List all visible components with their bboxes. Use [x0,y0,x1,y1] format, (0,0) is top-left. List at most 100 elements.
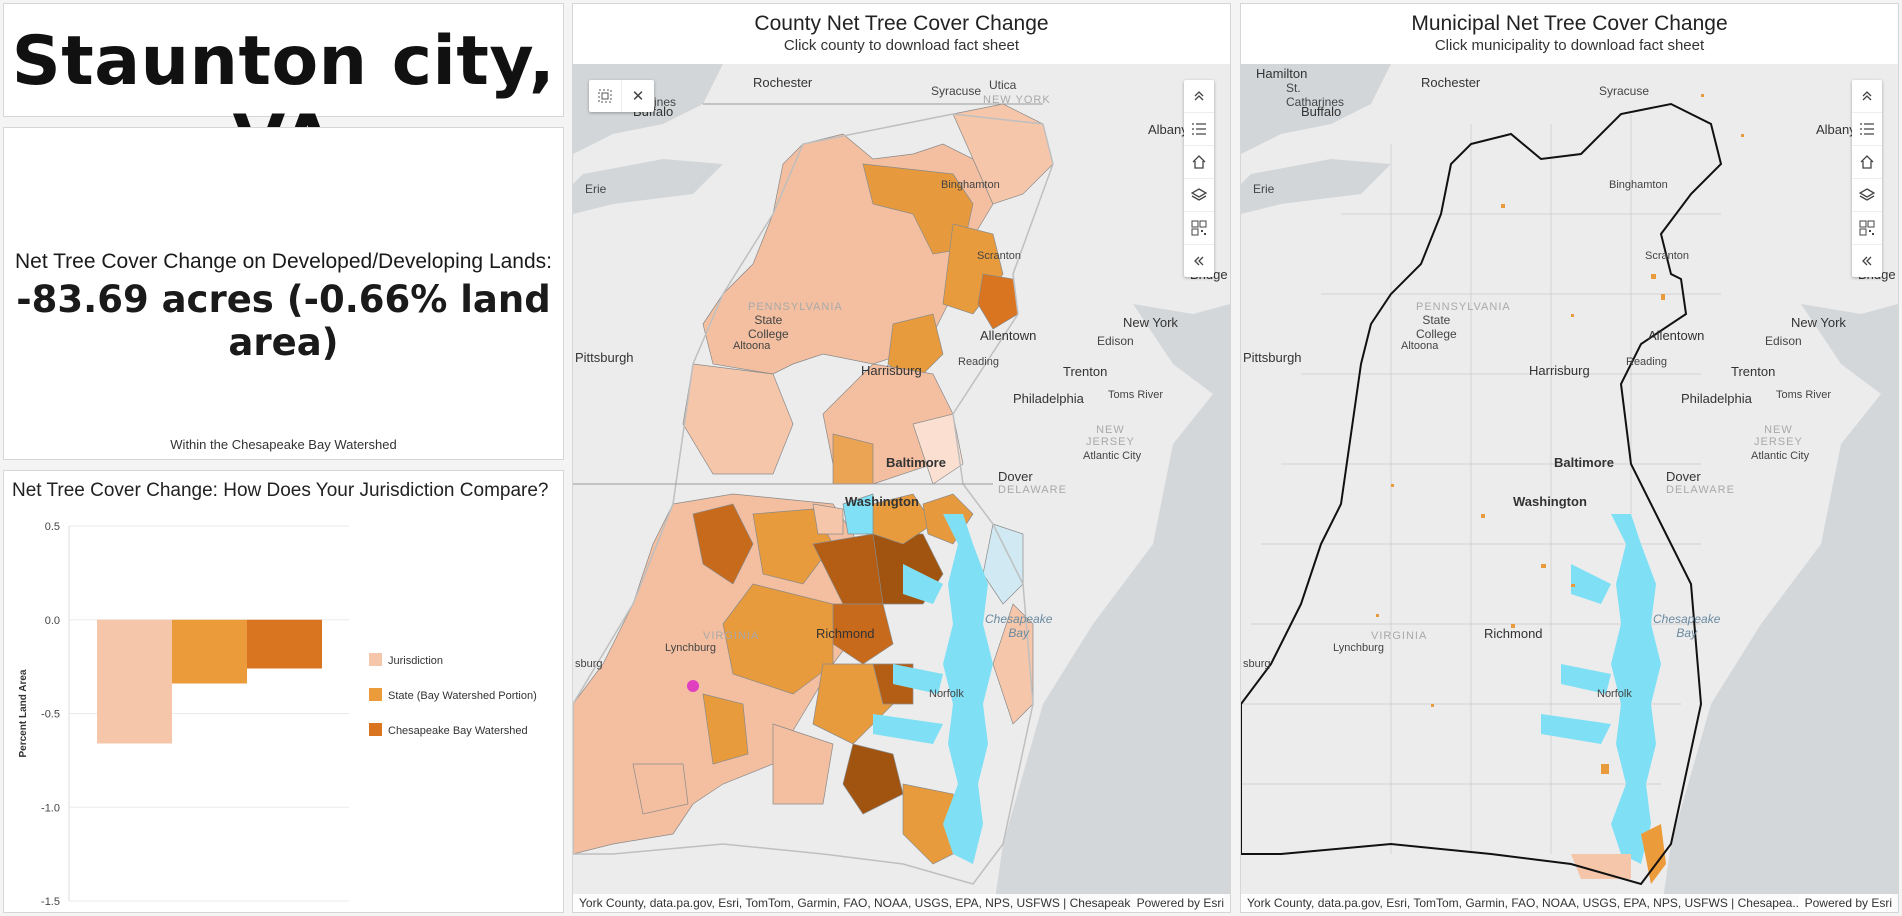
place-new-york: New York [1791,315,1846,330]
list-icon[interactable] [1184,113,1214,146]
county-map-subtitle: Click county to download fact sheet [783,37,1020,54]
place-norfolk: Norfolk [1597,688,1632,700]
place-reading: Reading [1626,356,1667,368]
place-pittsburgh: Pittsburgh [1243,350,1302,365]
place-st-catharines: St.Catharines [1286,81,1345,109]
place-pennsylvania: PENNSYLVANIA [748,301,843,313]
place-syracuse: Syracuse [931,84,982,98]
place-atlantic-city: Atlantic City [1083,450,1142,462]
place-altoona: Altoona [733,340,771,352]
place-sburg: sburg [1243,658,1271,670]
place-washington: Washington [845,494,919,509]
place-baltimore: Baltimore [1554,455,1614,470]
legend-label: State (Bay Watershed Portion) [388,690,537,702]
place-allentown: Allentown [1648,328,1705,343]
place-new-york-state: NEW YORK [983,94,1051,106]
muni-map[interactable]: Hamilton St. Catharines Rochester Syracus… [1241,64,1898,912]
place-reading: Reading [958,356,999,368]
place-trenton: Trenton [1731,364,1776,379]
place-delaware: DELAWARE [998,484,1067,496]
place-virginia: VIRGINIA [1371,630,1428,642]
place-binghamton: Binghamton [941,179,1000,191]
bar-1 [97,619,172,744]
place-lynchburg: Lynchburg [665,642,716,654]
county-map[interactable]: St.Catharines Rochester Syracuse Utica N… [573,64,1230,912]
place-erie: Erie [1253,182,1275,196]
muni-map-toolbar [1852,80,1882,277]
place-erie: Erie [585,182,607,196]
layers-icon[interactable] [1852,179,1882,212]
muni-map-attribution: York County, data.pa.gov, Esri, TomTom, … [1241,894,1898,912]
place-binghamton: Binghamton [1609,179,1668,191]
place-scranton: Scranton [1645,250,1690,262]
place-utica: Utica [989,78,1017,92]
county-map-header: County Net Tree Cover Change Click count… [573,4,1230,64]
bar-3 [247,619,322,669]
legend-swatch [369,653,382,666]
county-map-graphic[interactable] [573,64,1230,912]
place-virginia: VIRGINIA [703,630,760,642]
chevrons-left-icon[interactable] [1184,245,1214,277]
chevrons-left-icon[interactable] [1852,245,1882,277]
place-pennsylvania: PENNSYLVANIA [1416,301,1511,313]
place-chesapeake-bay: Chesapeake Bay [1653,612,1721,640]
y-tick-label: -1.5 [41,896,60,908]
place-allentown: Allentown [980,328,1037,343]
place-edison: Edison [1765,334,1802,348]
place-dover: Dover [998,469,1033,484]
place-atlantic-city: Atlantic City [1751,450,1810,462]
place-harrisburg: Harrisburg [861,363,922,378]
county-map-toolbar [1184,80,1214,277]
legend-label: Jurisdiction [388,655,443,667]
place-richmond: Richmond [816,626,875,641]
title-panel: Staunton city, VA [3,3,564,180]
place-lynchburg: Lynchburg [1333,642,1384,654]
home-icon[interactable] [1184,146,1214,179]
muni-map-graphic[interactable] [1241,64,1898,912]
chart-panel: Net Tree Cover Change: How Does Your Jur… [3,470,564,913]
place-pittsburgh: Pittsburgh [575,350,634,365]
selection-toolbar: ✕ [589,80,654,112]
place-buffalo: Buffalo [1301,104,1342,119]
place-hamilton: Hamilton [1256,66,1308,81]
county-map-title: County Net Tree Cover Change [754,12,1049,35]
place-dover: Dover [1666,469,1701,484]
chevrons-up-icon[interactable] [1184,80,1214,113]
y-tick-label: -0.5 [41,709,60,721]
place-rochester: Rochester [1421,75,1481,90]
place-philadelphia: Philadelphia [1013,391,1084,406]
y-tick-label: -1.0 [41,802,60,814]
stat-panel: Net Tree Cover Change on Developed/Devel… [3,127,564,460]
legend-label: Chesapeake Bay Watershed [388,725,528,737]
layers-icon[interactable] [1184,179,1214,212]
place-state-college: State College [1416,313,1457,341]
place-richmond: Richmond [1484,626,1543,641]
chevrons-up-icon[interactable] [1852,80,1882,113]
place-toms-river: Toms River [1776,389,1832,401]
select-box-icon[interactable] [589,80,622,112]
place-washington: Washington [1513,494,1587,509]
place-sburg: sburg [575,658,603,670]
qr-grid-icon[interactable] [1184,212,1214,245]
y-tick-label: 0.0 [45,615,60,627]
y-axis-label: Percent Land Area [18,669,29,757]
place-philadelphia: Philadelphia [1681,391,1752,406]
home-icon[interactable] [1852,146,1882,179]
place-albany: Albany [1816,122,1856,137]
list-icon[interactable] [1852,113,1882,146]
stat-note: Within the Chesapeake Bay Watershed [170,437,397,452]
chart-title: Net Tree Cover Change: How Does Your Jur… [12,480,549,501]
place-new-jersey: NEW JERSEY [1086,424,1135,448]
place-syracuse: Syracuse [1599,84,1650,98]
muni-map-header: Municipal Net Tree Cover Change Click mu… [1241,4,1898,64]
stat-value: -83.69 acres (-0.66% land area) [16,278,551,364]
muni-map-subtitle: Click municipality to download fact shee… [1434,37,1705,54]
qr-grid-icon[interactable] [1852,212,1882,245]
place-toms-river: Toms River [1108,389,1164,401]
place-baltimore: Baltimore [886,455,946,470]
place-new-jersey: NEW JERSEY [1754,424,1803,448]
county-map-attribution: York County, data.pa.gov, Esri, TomTom, … [573,894,1230,912]
place-trenton: Trenton [1063,364,1108,379]
y-tick-label: 0.5 [45,521,60,533]
close-icon[interactable]: ✕ [631,88,645,105]
